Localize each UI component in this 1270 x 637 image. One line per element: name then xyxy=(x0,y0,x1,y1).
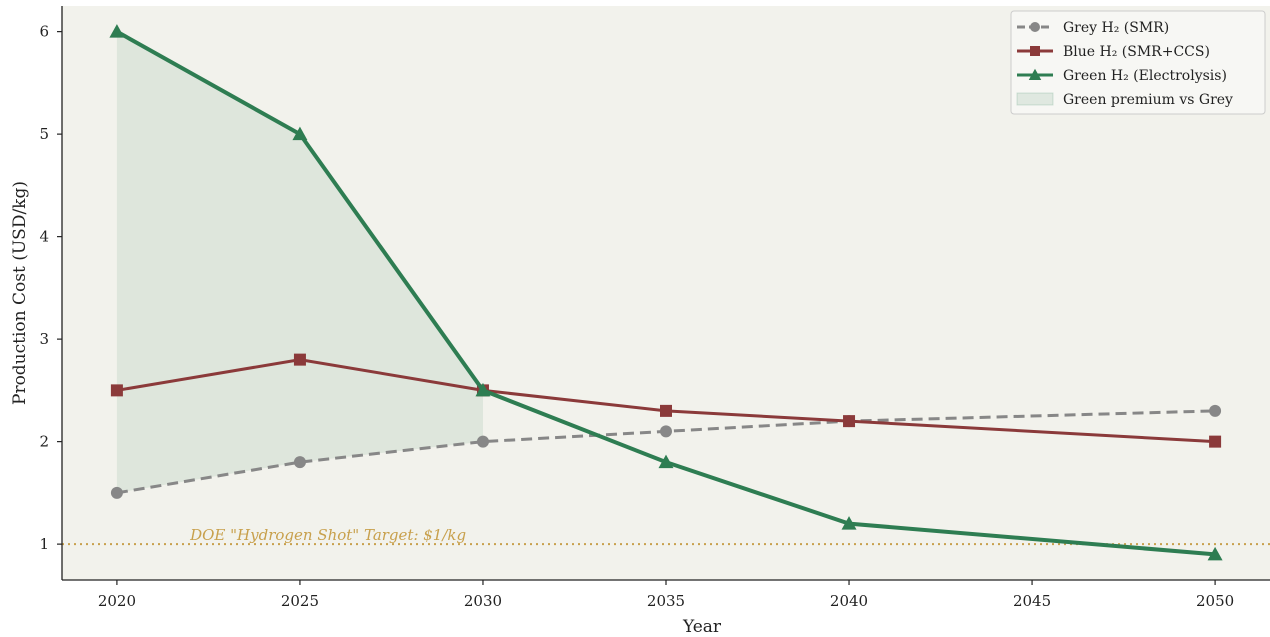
legend-marker xyxy=(1028,68,1042,80)
x-tick-label: 2025 xyxy=(281,592,319,610)
data-point-2-3 xyxy=(658,454,674,469)
x-tick-label: 2035 xyxy=(647,592,685,610)
legend-marker xyxy=(1030,46,1040,56)
data-point-2-1 xyxy=(292,126,308,141)
data-point-2-2 xyxy=(475,382,491,397)
y-tick-label: 5 xyxy=(39,125,49,143)
premium-fill-layer xyxy=(116,31,483,493)
x-tick-label: 2030 xyxy=(464,592,502,610)
series-line-0 xyxy=(116,409,1216,495)
legend-marker xyxy=(1030,22,1040,32)
legend: Grey H₂ (SMR) Blue H₂ (SMR+CCS) Green H₂ (… xyxy=(1010,10,1266,115)
data-point-2-4 xyxy=(841,516,857,530)
x-tick-label: 2050 xyxy=(1196,592,1234,610)
series-1 xyxy=(110,353,1222,448)
series-layer xyxy=(109,24,1223,561)
legend-box xyxy=(1010,10,1266,115)
y-tick-label: 6 xyxy=(39,23,49,41)
ticks-layer: 2020 2025 2030 2035 2040 2045 2050 1 2 3 4 5 6 xyxy=(39,23,1234,610)
y-tick-label: 4 xyxy=(39,228,49,246)
y-tick-label: 3 xyxy=(39,330,49,348)
data-point-1-0 xyxy=(110,384,123,397)
legend-item-0: Grey H₂ (SMR) xyxy=(1017,20,1169,36)
target-annotation: DOE "Hydrogen Shot" Target: $1/kg xyxy=(189,526,466,544)
series-line-2 xyxy=(115,29,1216,557)
data-point-0-2 xyxy=(476,435,489,448)
data-point-2-0 xyxy=(109,24,125,38)
x-tick-label: 2040 xyxy=(830,592,868,610)
legend-label: Grey H₂ (SMR) xyxy=(1063,20,1169,36)
data-point-1-1 xyxy=(293,353,306,366)
legend-label: Blue H₂ (SMR+CCS) xyxy=(1063,44,1210,60)
x-axis-title: Year xyxy=(682,617,722,637)
x-tick-label: 2020 xyxy=(98,592,136,610)
legend-item-1: Blue H₂ (SMR+CCS) xyxy=(1017,44,1210,60)
data-point-0-5 xyxy=(1209,404,1222,417)
data-point-1-5 xyxy=(1209,435,1222,448)
data-point-0-1 xyxy=(293,456,306,469)
x-tick-label: 2045 xyxy=(1013,592,1051,610)
legend-swatch xyxy=(1016,92,1054,106)
series-2 xyxy=(109,24,1223,561)
data-point-0-0 xyxy=(110,486,123,499)
data-point-1-3 xyxy=(660,404,672,417)
series-line-1 xyxy=(116,358,1216,444)
y-tick-label: 1 xyxy=(39,535,49,553)
data-point-2-5 xyxy=(1207,546,1223,561)
green-premium-area xyxy=(116,31,483,493)
legend-label: Green premium vs Grey xyxy=(1063,92,1233,108)
y-axis-title: Production Cost (USD/kg) xyxy=(10,181,30,405)
y-tick-label: 2 xyxy=(39,433,49,451)
legend-label: Green H₂ (Electrolysis) xyxy=(1063,68,1227,84)
legend-item-3: Green premium vs Grey xyxy=(1016,92,1233,108)
legend-item-2: Green H₂ (Electrolysis) xyxy=(1017,68,1227,84)
data-point-0-3 xyxy=(660,425,672,438)
data-point-1-4 xyxy=(843,415,856,428)
